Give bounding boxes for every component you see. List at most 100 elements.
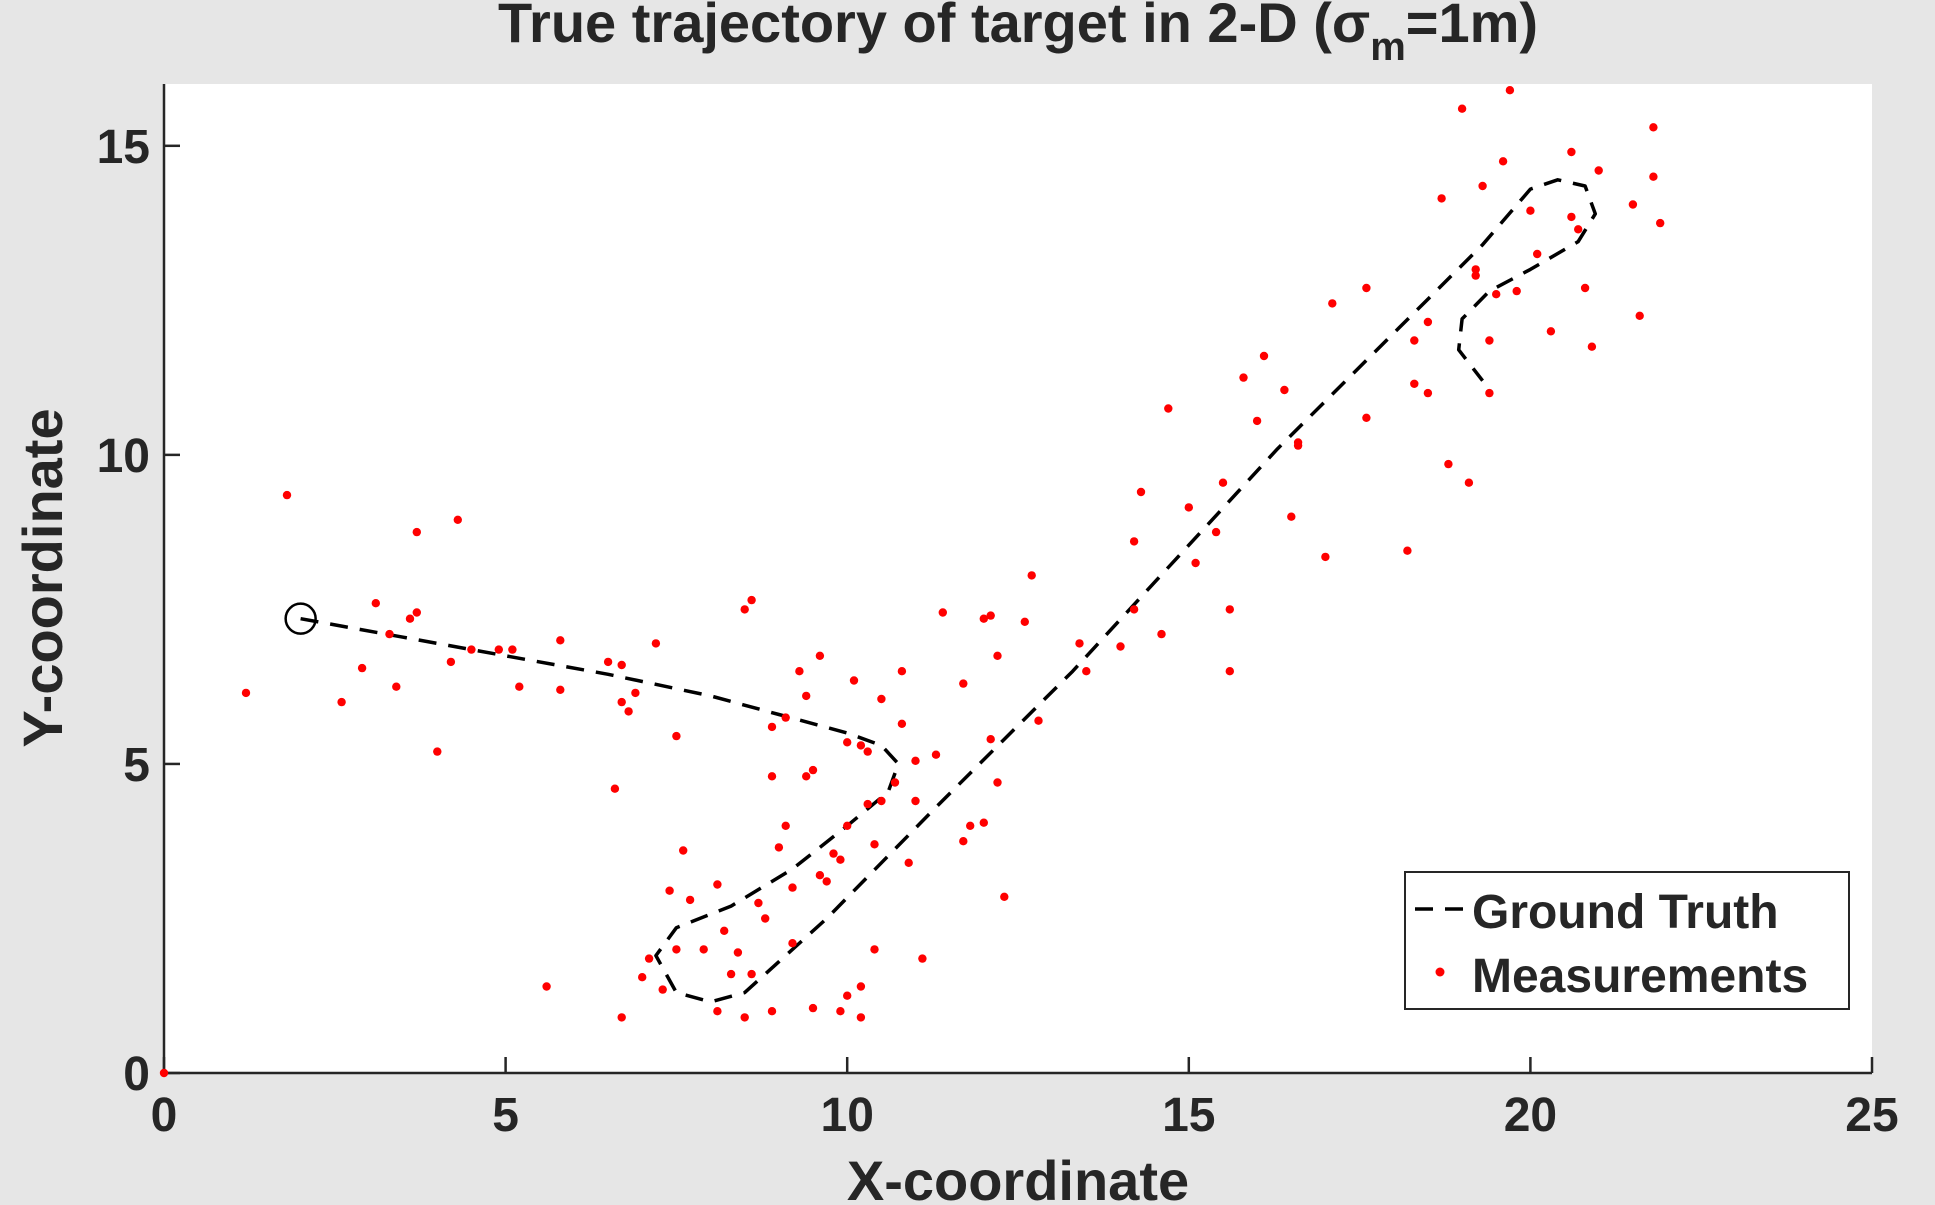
measurement-point xyxy=(1649,172,1658,181)
measurement-point xyxy=(617,660,626,670)
y-tick-label: 5 xyxy=(123,739,150,792)
measurement-point xyxy=(412,608,421,617)
measurement-point xyxy=(979,818,988,827)
measurement-point xyxy=(392,682,401,691)
measurement-point xyxy=(1362,283,1371,293)
measurement-point xyxy=(877,694,886,704)
measurement-point xyxy=(720,926,729,935)
measurement-point xyxy=(979,614,988,623)
measurement-point xyxy=(808,1003,818,1013)
measurement-point xyxy=(747,595,756,605)
measurement-point xyxy=(781,713,790,722)
chart-title-main: True trajectory of target in 2-D ( xyxy=(498,0,1332,54)
measurement-point xyxy=(1252,416,1262,426)
measurement-point xyxy=(938,608,947,617)
chart-title-subscript: m xyxy=(1370,25,1406,69)
measurement-point xyxy=(1225,667,1235,676)
measurement-point xyxy=(651,639,661,648)
measurement-point xyxy=(1567,212,1576,222)
start-marker xyxy=(284,602,317,635)
x-tick-label: 5 xyxy=(492,1089,519,1142)
measurement-point xyxy=(1580,283,1590,293)
measurement-point xyxy=(1020,617,1029,626)
measurement-point xyxy=(638,973,647,982)
measurement-point xyxy=(556,636,565,645)
measurement-point xyxy=(815,871,825,880)
ground-truth-line xyxy=(300,178,1598,1004)
measurement-point xyxy=(1512,286,1521,296)
x-axis-label: X-coordinate xyxy=(847,1149,1189,1205)
measurement-point xyxy=(1116,642,1125,651)
measurement-point xyxy=(1505,86,1515,95)
measurement-point xyxy=(843,738,852,747)
measurement-point xyxy=(1136,487,1146,497)
measurement-point xyxy=(986,611,995,620)
measurement-point xyxy=(856,741,866,750)
measurement-point xyxy=(1328,299,1337,308)
x-tick-label: 15 xyxy=(1162,1089,1215,1142)
measurement-point xyxy=(1321,552,1330,562)
measurement-point xyxy=(1000,892,1009,901)
y-tick-label: 10 xyxy=(97,430,150,483)
measurement-point xyxy=(863,799,872,809)
measurement-point xyxy=(1410,336,1419,345)
measurement-point xyxy=(685,895,695,905)
measurement-point xyxy=(713,1007,722,1016)
measurement-point xyxy=(159,1068,169,1078)
measurement-point xyxy=(1471,265,1480,274)
measurements-layer xyxy=(159,86,1665,1078)
measurement-point xyxy=(795,667,804,676)
measurement-point xyxy=(617,697,626,707)
measurement-point xyxy=(808,765,818,775)
ground-truth-layer xyxy=(300,178,1598,1004)
measurement-point xyxy=(1287,512,1296,521)
measurement-point xyxy=(508,645,517,654)
measurement-point xyxy=(405,614,415,623)
measurement-point xyxy=(774,843,784,852)
measurement-point xyxy=(610,784,620,793)
y-tick-label: 15 xyxy=(97,121,150,174)
measurement-point xyxy=(1567,147,1576,157)
measurement-point xyxy=(1362,413,1371,422)
measurement-point xyxy=(665,886,674,895)
measurement-point xyxy=(802,772,811,781)
measurement-point xyxy=(726,969,736,979)
legend-measurements-label: Measurements xyxy=(1472,950,1808,1003)
measurement-point xyxy=(966,821,975,830)
measurement-point xyxy=(1628,200,1638,209)
measurement-point xyxy=(1485,388,1494,398)
measurement-point xyxy=(603,657,613,667)
measurement-point xyxy=(1157,629,1166,639)
measurement-point xyxy=(1129,537,1139,546)
x-tick-label: 20 xyxy=(1504,1089,1557,1142)
measurement-point xyxy=(788,883,797,892)
measurement-point xyxy=(870,945,879,954)
measurement-point xyxy=(754,898,763,908)
measurement-point xyxy=(672,945,681,954)
measurement-point xyxy=(931,750,941,759)
measurement-point xyxy=(337,697,346,707)
measurement-point xyxy=(911,756,920,765)
measurement-point xyxy=(1280,385,1289,395)
measurement-point xyxy=(1027,571,1036,580)
measurement-point xyxy=(644,954,654,963)
measurement-point xyxy=(986,735,995,744)
measurement-point xyxy=(1656,218,1665,228)
x-tick-label: 25 xyxy=(1845,1089,1898,1142)
measurement-point xyxy=(542,982,551,991)
measurement-point xyxy=(1574,225,1583,234)
measurement-point xyxy=(1485,336,1494,345)
measurement-point xyxy=(1191,558,1200,568)
measurement-point xyxy=(1492,290,1501,299)
measurement-point xyxy=(1423,317,1433,327)
measurement-point xyxy=(624,707,633,716)
measurement-point xyxy=(494,645,503,654)
measurement-point xyxy=(959,837,968,846)
measurement-point xyxy=(1211,527,1221,537)
measurement-point xyxy=(1526,206,1535,215)
measurement-point xyxy=(1259,351,1269,361)
measurement-point xyxy=(371,599,380,608)
measurement-point xyxy=(856,1013,866,1022)
measurement-point xyxy=(897,667,907,676)
